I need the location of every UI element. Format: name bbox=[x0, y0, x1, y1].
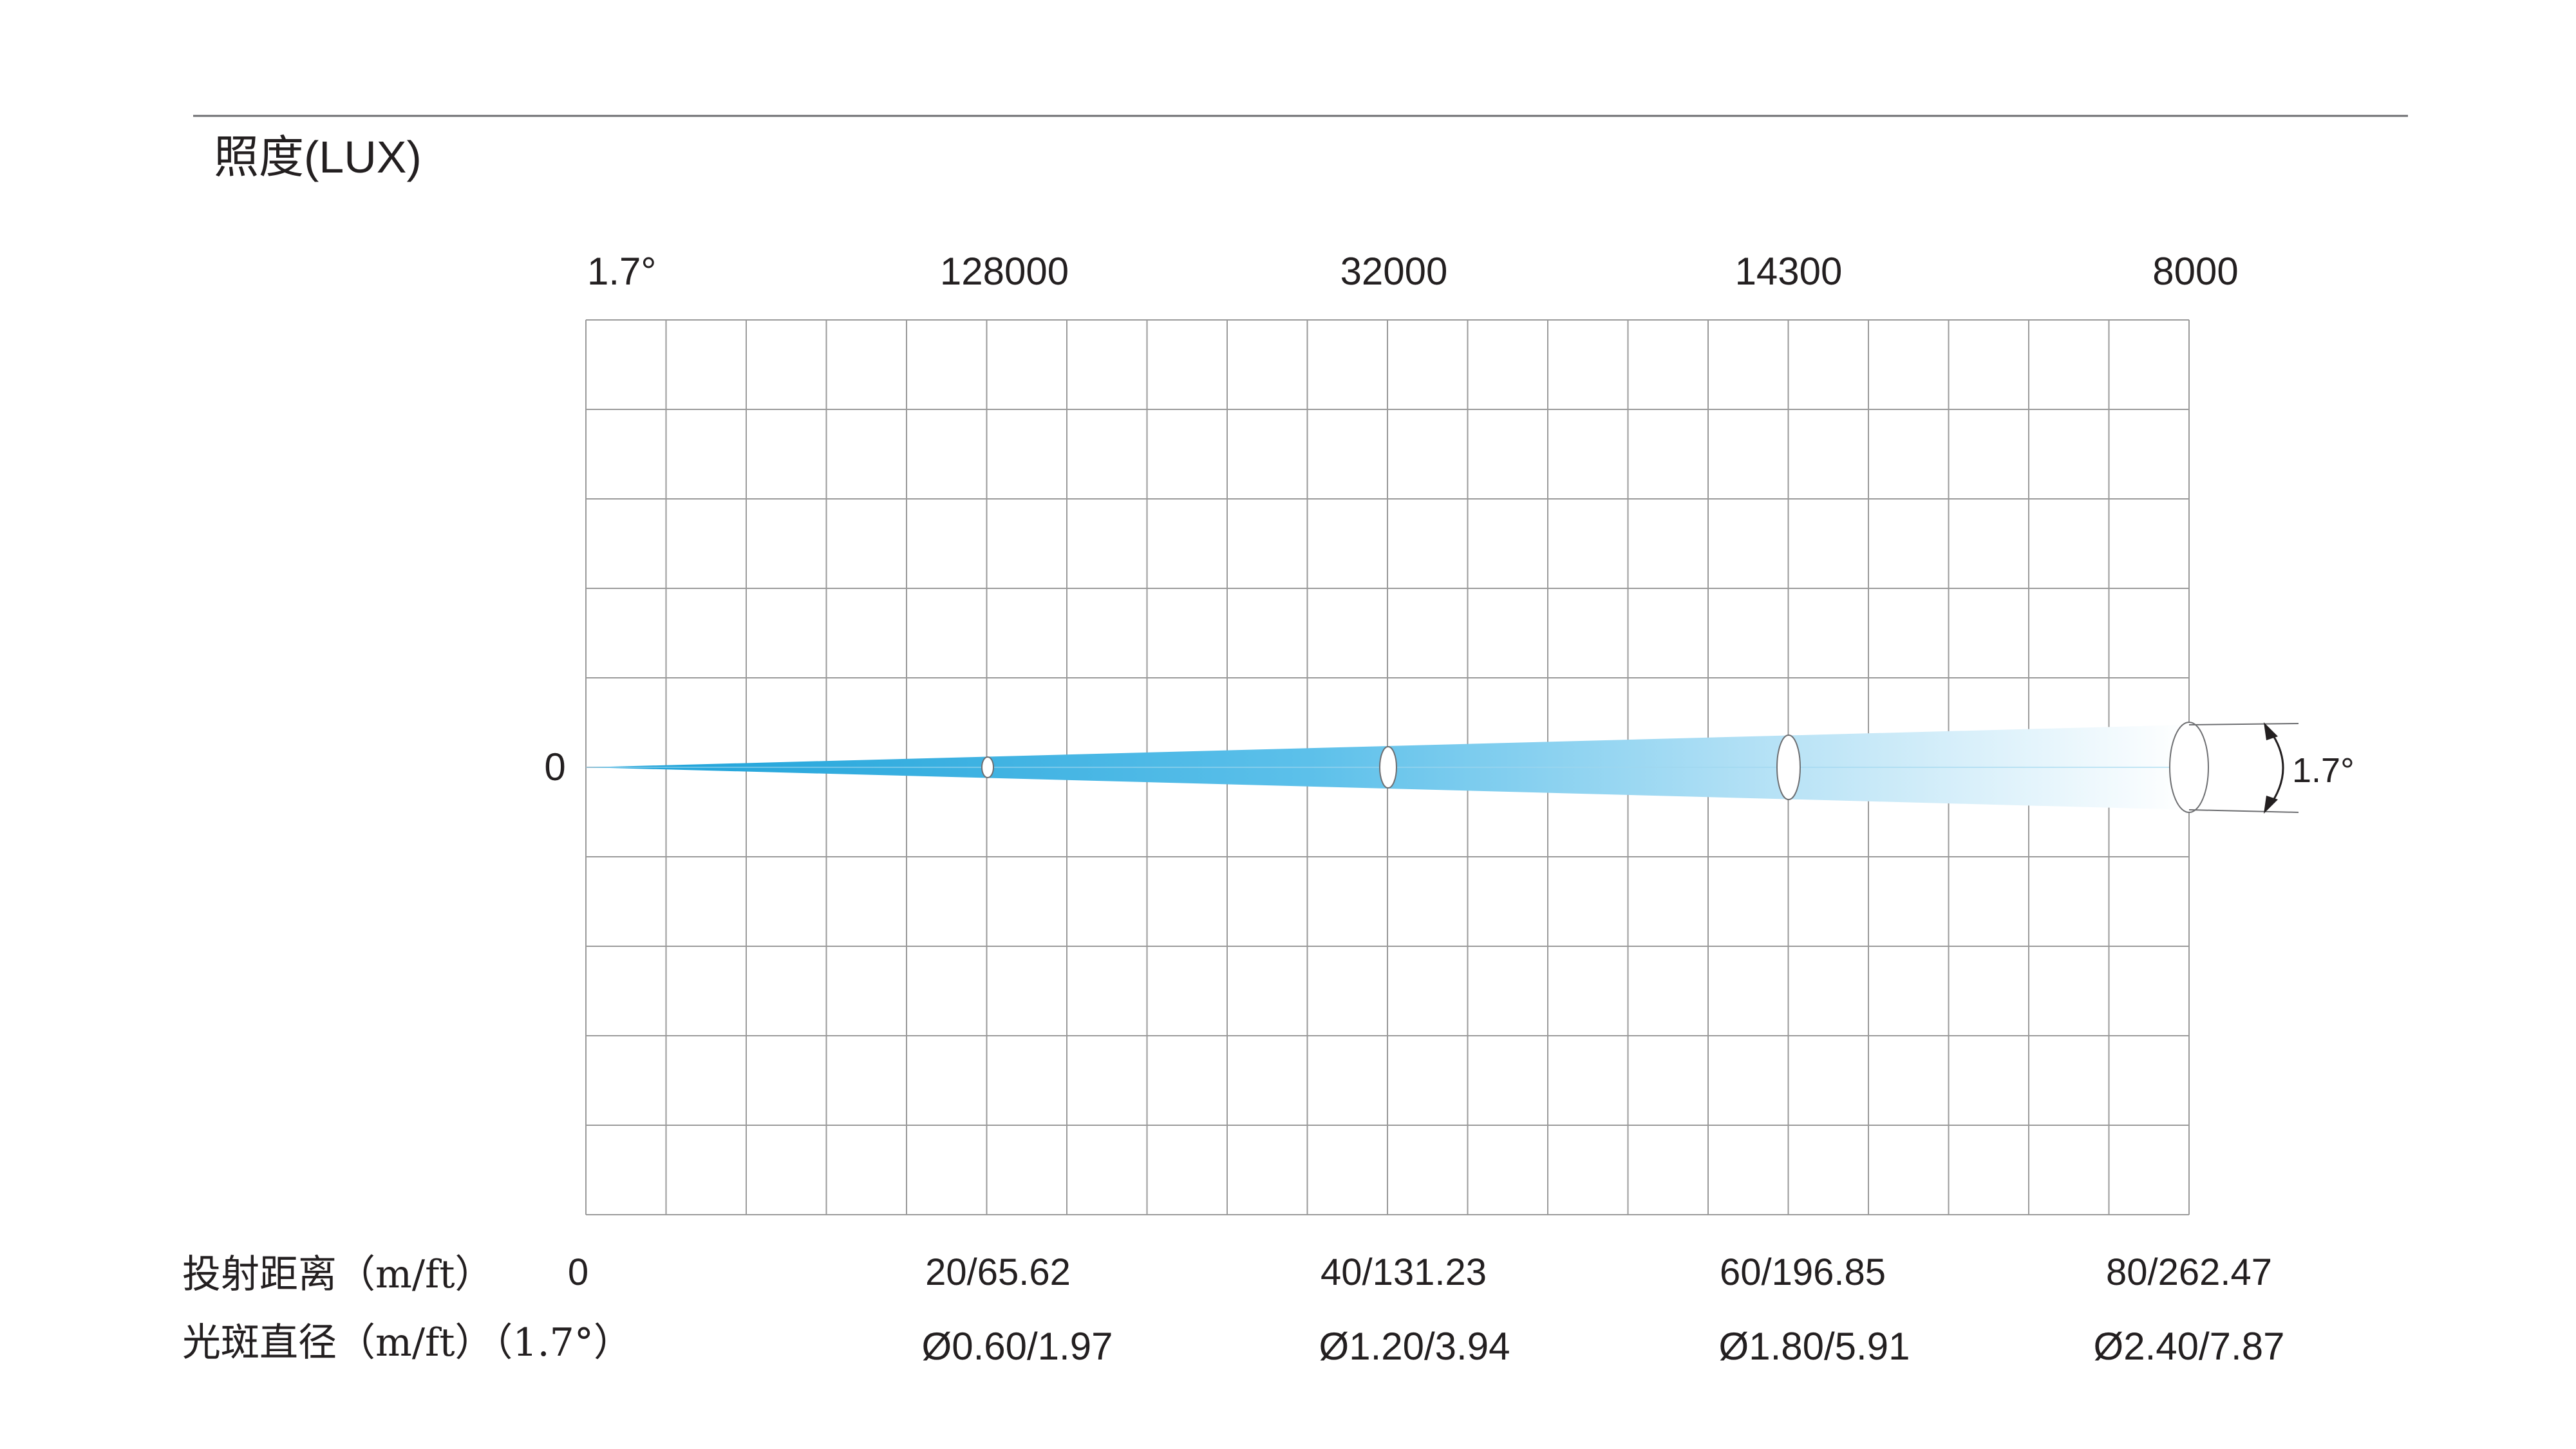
angle-arrow-top bbox=[2264, 722, 2278, 740]
angle-extension-bottom bbox=[2188, 809, 2299, 813]
illuminance-label-80m: 8000 bbox=[2152, 250, 2238, 293]
beam-angle-label: 1.7° bbox=[587, 250, 656, 293]
angle-extension-top bbox=[2188, 723, 2299, 725]
distance-value-0: 0 bbox=[568, 1251, 588, 1293]
illuminance-label-40m: 32000 bbox=[1340, 250, 1448, 293]
distance-value-80m: 80/262.47 bbox=[2106, 1251, 2272, 1293]
illuminance-label-20m: 128000 bbox=[940, 250, 1069, 293]
diameter-value-20m: Ø0.60/1.97 bbox=[922, 1325, 1113, 1368]
angle-arc bbox=[2266, 727, 2284, 809]
distance-value-60m: 60/196.85 bbox=[1720, 1251, 1886, 1293]
distance-row-label: 投射距离（m/ft） bbox=[182, 1252, 493, 1297]
diameter-value-80m: Ø2.40/7.87 bbox=[2094, 1325, 2285, 1368]
spot-ellipse-40m bbox=[1379, 746, 1397, 789]
illuminance-label-60m: 14300 bbox=[1735, 250, 1843, 293]
spot-ellipse-80m bbox=[2169, 722, 2209, 813]
spot-ellipse-60m bbox=[1776, 734, 1801, 800]
page-title: 照度(LUX) bbox=[214, 132, 422, 182]
angle-annotation: 1.7° bbox=[2292, 751, 2355, 790]
diameter-value-40m: Ø1.20/3.94 bbox=[1319, 1325, 1510, 1368]
spot-ellipse-20m bbox=[981, 756, 994, 778]
diameter-value-60m: Ø1.80/5.91 bbox=[1719, 1325, 1910, 1368]
distance-value-40m: 40/131.23 bbox=[1321, 1251, 1487, 1293]
diameter-row-label: 光斑直径（m/ft）（1.7°） bbox=[182, 1320, 632, 1365]
distance-value-20m: 20/65.62 bbox=[925, 1251, 1071, 1293]
angle-arrow-bottom bbox=[2264, 796, 2278, 814]
axis-zero-label: 0 bbox=[544, 745, 565, 789]
